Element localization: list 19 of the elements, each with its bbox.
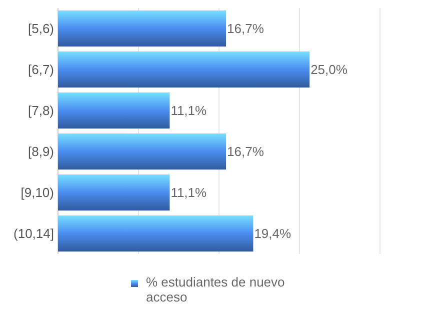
- data-label: 19,4%: [254, 226, 292, 242]
- data-label: 16,7%: [227, 21, 264, 36]
- bar: [58, 133, 226, 170]
- bar: [58, 174, 170, 211]
- bar: [58, 92, 170, 129]
- data-label: 11,1%: [170, 185, 208, 200]
- data-label: 11,1%: [170, 103, 208, 118]
- y-tick-label: (10,14]: [14, 226, 54, 242]
- bar: [58, 51, 310, 88]
- bar: [58, 10, 226, 47]
- y-tick-label: [8,9): [28, 144, 54, 160]
- legend-label: % estudiantes de nuevo acceso: [146, 274, 285, 304]
- data-label: 25,0%: [310, 62, 348, 78]
- y-tick-label: [7,8): [28, 103, 54, 118]
- bar: [58, 215, 254, 252]
- y-tick-label: [6,7): [28, 62, 54, 78]
- y-tick-label: [5,6): [28, 21, 54, 36]
- y-tick-label: [9,10): [20, 185, 54, 200]
- data-label: 16,7%: [227, 144, 264, 160]
